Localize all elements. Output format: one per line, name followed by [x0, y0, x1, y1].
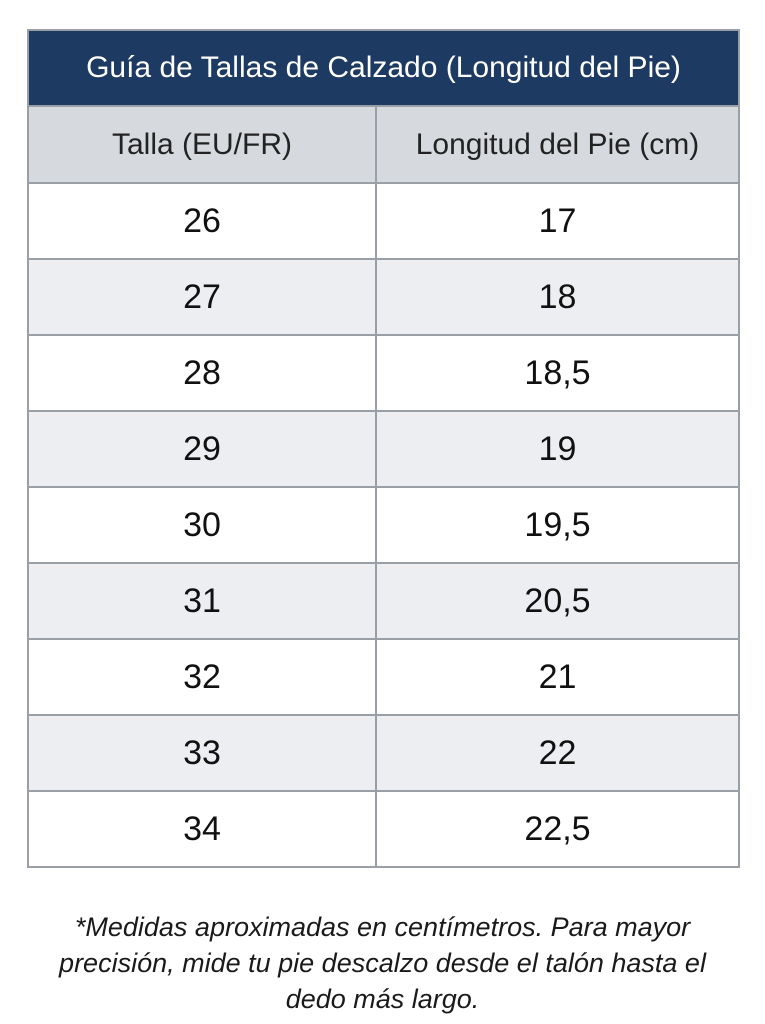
size-cell: 28: [27, 334, 377, 412]
column-header-length: Longitud del Pie (cm): [375, 105, 740, 184]
length-cell: 18: [375, 258, 740, 336]
length-cell: 17: [375, 182, 740, 260]
header-row: Talla (EU/FR) Longitud del Pie (cm): [27, 105, 740, 184]
size-cell: 27: [27, 258, 377, 336]
title-row: Guía de Tallas de Calzado (Longitud del …: [27, 29, 740, 107]
length-cell: 21: [375, 638, 740, 716]
length-cell: 19,5: [375, 486, 740, 564]
table-row: 32 21: [27, 638, 740, 716]
size-cell: 34: [27, 790, 377, 868]
length-cell: 19: [375, 410, 740, 488]
size-cell: 30: [27, 486, 377, 564]
length-cell: 22: [375, 714, 740, 792]
footnote: *Medidas aproximadas en centímetros. Par…: [59, 912, 706, 1014]
table-row: 34 22,5: [27, 790, 740, 868]
table-row: 31 20,5: [27, 562, 740, 640]
size-chart-table: Guía de Tallas de Calzado (Longitud del …: [27, 29, 740, 868]
column-header-size: Talla (EU/FR): [27, 105, 377, 184]
table-row: 30 19,5: [27, 486, 740, 564]
table-title: Guía de Tallas de Calzado (Longitud del …: [27, 29, 740, 107]
size-cell: 32: [27, 638, 377, 716]
length-cell: 22,5: [375, 790, 740, 868]
length-cell: 20,5: [375, 562, 740, 640]
size-cell: 33: [27, 714, 377, 792]
table-row: 28 18,5: [27, 334, 740, 412]
table-row: 29 19: [27, 410, 740, 488]
size-cell: 26: [27, 182, 377, 260]
length-cell: 18,5: [375, 334, 740, 412]
size-cell: 31: [27, 562, 377, 640]
table-row: 33 22: [27, 714, 740, 792]
table-row: 27 18: [27, 258, 740, 336]
table-row: 26 17: [27, 182, 740, 260]
size-cell: 29: [27, 410, 377, 488]
